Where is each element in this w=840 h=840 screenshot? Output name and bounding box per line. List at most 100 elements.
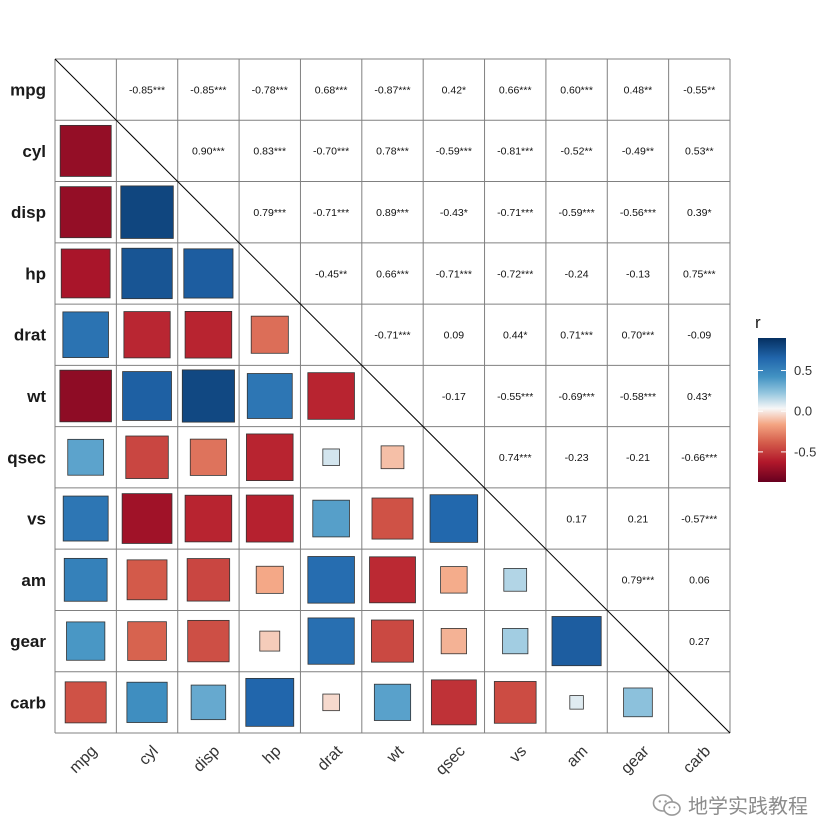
corr-square-gear-qsec [440, 628, 467, 655]
legend-tick-label: 0.0 [794, 404, 812, 419]
col-label-wt: wt [383, 742, 407, 766]
corr-square-carb-mpg [64, 681, 107, 724]
row-label-carb: carb [10, 693, 46, 712]
corr-label-cyl-carb: 0.53** [685, 146, 714, 158]
row-label-gear: gear [10, 632, 46, 651]
corr-square-gear-wt [371, 619, 414, 663]
corr-square-am-vs [503, 568, 528, 592]
col-label-disp: disp [190, 743, 223, 776]
corr-label-wt-vs: -0.55*** [497, 391, 533, 403]
corr-label-cyl-vs: -0.81*** [497, 146, 533, 158]
corr-square-qsec-mpg [67, 438, 105, 476]
corr-square-wt-disp [181, 369, 235, 423]
corr-square-qsec-hp [246, 433, 294, 481]
corr-square-qsec-cyl [125, 435, 169, 479]
corr-square-wt-hp [246, 373, 293, 419]
corr-square-cyl-mpg [59, 124, 112, 177]
corr-square-am-wt [369, 556, 416, 604]
corr-label-disp-qsec: -0.43* [440, 207, 468, 219]
col-label-carb: carb [680, 743, 714, 777]
row-label-vs: vs [27, 510, 46, 529]
corr-label-hp-wt: 0.66*** [376, 268, 409, 280]
legend-tick-label: 0.5 [794, 363, 812, 378]
row-label-mpg: mpg [10, 81, 46, 100]
corr-square-vs-wt [371, 497, 414, 540]
corr-label-hp-drat: -0.45** [315, 268, 347, 280]
corr-label-mpg-hp: -0.78*** [252, 84, 288, 96]
corr-square-hp-cyl [121, 247, 173, 300]
corr-label-drat-qsec: 0.09 [444, 330, 465, 342]
corr-square-carb-wt [373, 683, 412, 721]
corr-square-vs-drat [312, 499, 350, 538]
corr-square-wt-cyl [122, 371, 172, 421]
corr-label-disp-drat: -0.71*** [313, 207, 349, 219]
coefficient-labels: -0.85*** -0.85*** -0.78*** 0.68*** -0.87*** 0… [129, 84, 717, 647]
corr-square-hp-mpg [60, 248, 111, 299]
col-label-am: am [564, 743, 592, 771]
corr-label-cyl-gear: -0.49** [622, 146, 654, 158]
corr-label-mpg-cyl: -0.85*** [129, 84, 165, 96]
corr-square-carb-hp [245, 677, 295, 727]
corr-label-cyl-wt: 0.78*** [376, 146, 409, 158]
diagonal-line [54, 58, 731, 734]
corr-square-carb-vs [493, 681, 537, 724]
correlation-squares [59, 124, 653, 727]
col-label-hp: hp [260, 743, 285, 768]
corr-label-disp-vs: -0.71*** [497, 207, 533, 219]
corr-label-disp-hp: 0.79*** [253, 207, 286, 219]
corr-square-vs-qsec [429, 494, 479, 543]
corr-square-gear-vs [502, 628, 529, 655]
corr-label-drat-vs: 0.44* [503, 330, 528, 342]
corr-label-qsec-gear: -0.21 [626, 452, 650, 464]
row-label-wt: wt [26, 387, 46, 406]
corr-label-disp-carb: 0.39* [687, 207, 712, 219]
corr-square-am-qsec [440, 566, 468, 594]
corr-label-mpg-disp: -0.85*** [190, 84, 226, 96]
corr-square-qsec-drat [322, 448, 340, 466]
row-label-hp: hp [25, 264, 46, 283]
corr-square-am-cyl [126, 559, 168, 601]
corr-label-mpg-qsec: 0.42* [442, 84, 467, 96]
corr-label-vs-am: 0.17 [566, 513, 587, 525]
corr-square-qsec-wt [380, 445, 405, 470]
corr-label-wt-gear: -0.58*** [620, 391, 656, 403]
corr-square-disp-cyl [120, 185, 174, 239]
axis-labels: mpg mpg cyl cyl disp disp hp hp drat drat wt wt qsec… [7, 81, 714, 779]
row-label-drat: drat [14, 326, 46, 345]
corr-label-hp-carb: 0.75*** [683, 268, 716, 280]
corr-square-gear-am [551, 616, 602, 667]
corr-label-mpg-wt: -0.87*** [374, 84, 410, 96]
corr-label-qsec-vs: 0.74*** [499, 452, 532, 464]
corr-square-am-disp [186, 558, 231, 602]
corr-square-drat-cyl [123, 311, 171, 359]
col-label-cyl: cyl [136, 743, 162, 769]
corr-label-drat-gear: 0.70*** [622, 330, 655, 342]
corr-square-carb-cyl [126, 681, 168, 723]
corr-square-vs-disp [184, 494, 233, 543]
col-label-qsec: qsec [433, 743, 469, 779]
corr-label-wt-carb: 0.43* [687, 391, 712, 403]
corr-square-qsec-disp [189, 438, 227, 476]
row-label-qsec: qsec [7, 448, 46, 467]
row-label-cyl: cyl [22, 142, 46, 161]
legend: r 0.5 0.0 -0.5 [755, 313, 816, 482]
corr-square-wt-mpg [59, 369, 112, 423]
corr-square-vs-hp [245, 494, 294, 543]
corr-label-disp-wt: 0.89*** [376, 207, 409, 219]
corr-square-vs-cyl [121, 493, 173, 544]
corr-label-wt-qsec: -0.17 [442, 391, 466, 403]
col-label-drat: drat [314, 742, 346, 774]
corr-label-hp-gear: -0.13 [626, 268, 650, 280]
corr-label-mpg-am: 0.60*** [560, 84, 593, 96]
col-label-vs: vs [507, 743, 530, 766]
legend-title: r [755, 313, 761, 332]
corr-square-gear-hp [259, 630, 281, 652]
corr-square-wt-drat [307, 372, 355, 420]
corr-label-mpg-vs: 0.66*** [499, 84, 532, 96]
corr-label-qsec-am: -0.23 [565, 452, 589, 464]
corr-label-mpg-carb: -0.55** [683, 84, 715, 96]
corr-label-hp-vs: -0.72*** [497, 268, 533, 280]
corr-label-drat-am: 0.71*** [560, 330, 593, 342]
grid [54, 58, 731, 734]
